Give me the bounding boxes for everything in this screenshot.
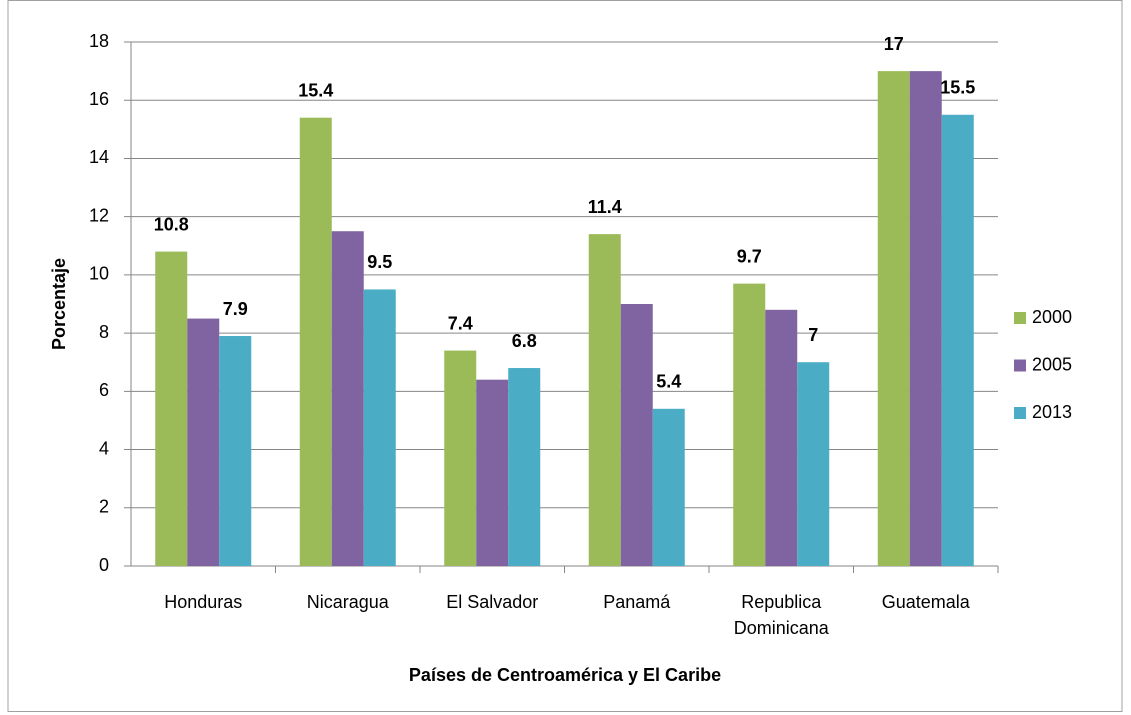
bar — [444, 350, 477, 566]
data-label: 7.9 — [223, 299, 248, 319]
x-tick-label: Nicaragua — [307, 592, 390, 612]
legend-label: 2005 — [1032, 354, 1072, 374]
y-tick-label: 18 — [89, 31, 109, 51]
data-label: 17 — [884, 34, 904, 54]
y-tick-label: 4 — [99, 438, 109, 458]
bar — [187, 318, 220, 566]
data-label: 9.7 — [737, 246, 762, 266]
bar — [733, 283, 766, 566]
data-label: 10.8 — [154, 214, 189, 234]
bar — [797, 362, 830, 566]
y-tick-label: 14 — [89, 147, 109, 167]
bar — [765, 309, 798, 566]
y-tick-label: 0 — [99, 555, 109, 575]
legend-label: 2013 — [1032, 402, 1072, 422]
y-tick-label: 6 — [99, 380, 109, 400]
legend-swatch — [1014, 312, 1026, 324]
bar — [363, 289, 396, 566]
bar — [219, 336, 252, 566]
y-tick-label: 2 — [99, 497, 109, 517]
y-tick-label: 16 — [89, 89, 109, 109]
chart-border — [7, 0, 1123, 712]
y-tick-label: 10 — [89, 264, 109, 284]
bar — [331, 231, 364, 566]
legend-swatch — [1014, 407, 1026, 419]
bar — [620, 304, 653, 566]
data-label: 15.4 — [298, 80, 333, 100]
data-label: 6.8 — [512, 331, 537, 351]
bar — [909, 71, 942, 566]
data-label: 15.5 — [940, 78, 975, 98]
data-label: 7.4 — [448, 313, 473, 333]
y-tick-label: 8 — [99, 322, 109, 342]
x-tick-label: Guatemala — [882, 592, 971, 612]
x-tick-label: Honduras — [164, 592, 242, 612]
data-label: 11.4 — [588, 197, 622, 217]
data-label: 9.5 — [367, 252, 392, 272]
bar — [508, 368, 541, 566]
bar — [877, 71, 910, 566]
y-axis-title: Porcentaje — [49, 258, 69, 350]
y-tick-label: 12 — [89, 205, 109, 225]
x-tick-label: El Salvador — [446, 592, 538, 612]
legend-label: 2000 — [1032, 307, 1072, 327]
x-tick-label: Republica Dominicana — [734, 592, 830, 638]
bar — [476, 379, 509, 566]
bar — [155, 251, 188, 566]
bar — [941, 114, 974, 567]
bar — [299, 117, 332, 566]
bar — [652, 408, 685, 566]
x-tick-label: Panamá — [603, 592, 671, 612]
legend-swatch — [1014, 359, 1026, 372]
bar — [588, 234, 621, 566]
x-axis-title: Países de Centroamérica y El Caribe — [409, 665, 721, 685]
data-label: 7 — [808, 325, 818, 345]
data-label: 5.4 — [656, 372, 681, 392]
